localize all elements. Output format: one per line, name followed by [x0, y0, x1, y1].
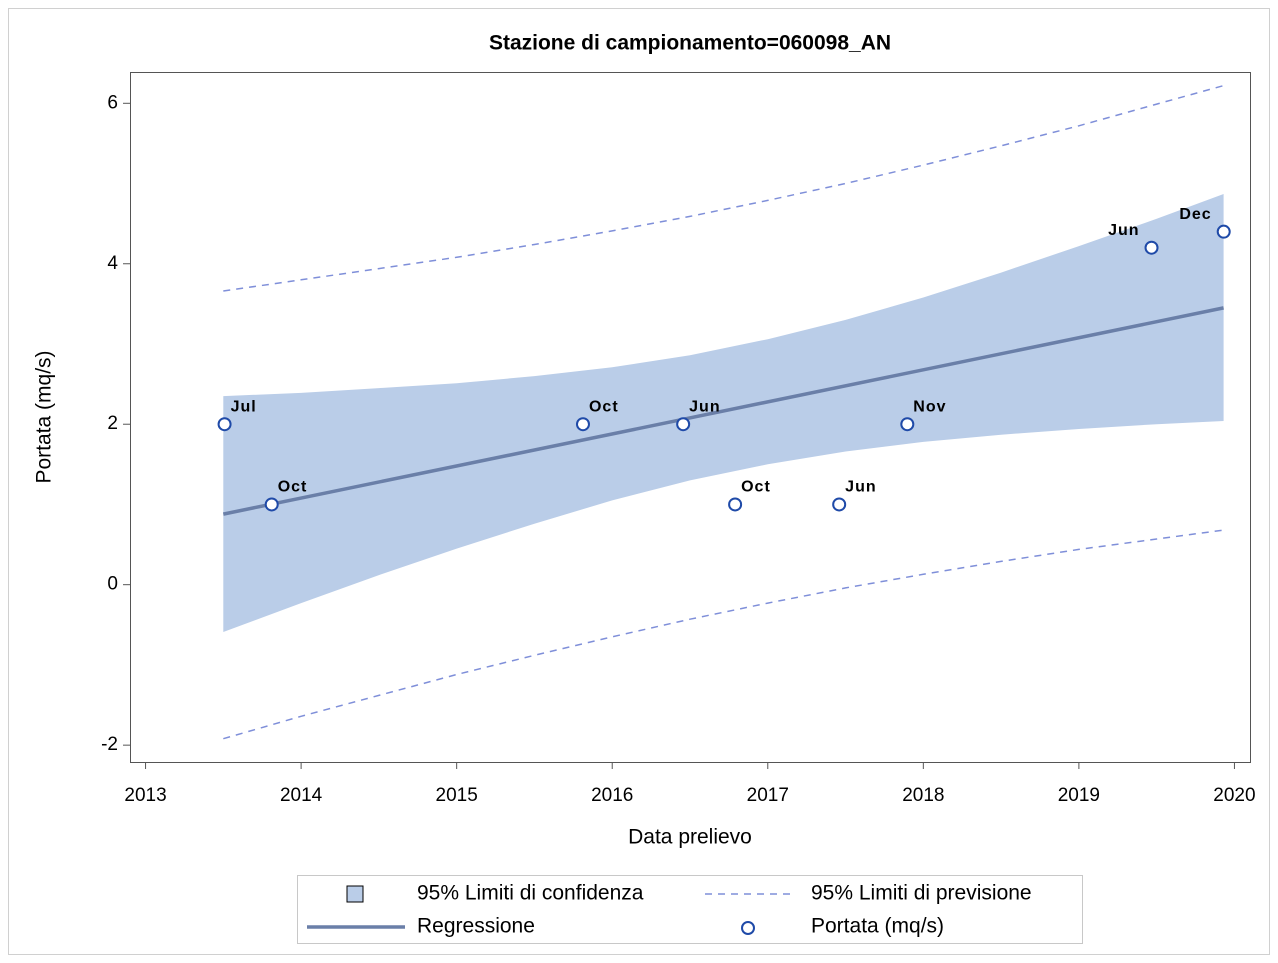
x-tick-label: 2019 [1058, 785, 1100, 806]
point-label: Jul [231, 398, 257, 415]
data-point [832, 497, 847, 512]
point-label: Oct [278, 479, 308, 496]
point-label: Nov [913, 398, 946, 415]
legend-swatch [741, 921, 755, 935]
x-tick-label: 2020 [1213, 785, 1255, 806]
data-point [575, 417, 590, 432]
prediction-limit [223, 84, 1224, 292]
data-point [1144, 240, 1159, 255]
legend-label: Regressione [417, 915, 535, 938]
x-axis-label: Data prelievo [628, 826, 752, 849]
y-tick-label: 4 [107, 253, 118, 274]
frame [8, 8, 1270, 955]
confidence-band [223, 194, 1224, 632]
x-tick-label: 2015 [436, 785, 478, 806]
y-tick-label: 6 [107, 92, 118, 113]
point-label: Dec [1179, 206, 1211, 223]
plot-area [130, 72, 1251, 763]
data-point [217, 417, 232, 432]
chart-title: Stazione di campionamento=060098_AN [489, 32, 891, 55]
y-tick-label: -2 [101, 734, 118, 755]
x-tick-label: 2016 [591, 785, 633, 806]
point-label: Jun [845, 479, 876, 496]
legend-label: Portata (mq/s) [811, 915, 944, 938]
y-axis-label: Portata (mq/s) [33, 350, 56, 483]
data-point [1216, 224, 1231, 239]
data-point [264, 497, 279, 512]
y-tick-label: 2 [107, 413, 118, 434]
legend-label: 95% Limiti di previsione [811, 882, 1032, 905]
x-tick-label: 2013 [124, 785, 166, 806]
x-tick-label: 2018 [902, 785, 944, 806]
x-tick-label: 2017 [747, 785, 789, 806]
y-tick-label: 0 [107, 574, 118, 595]
point-label: Jun [1108, 222, 1139, 239]
prediction-limit [223, 529, 1224, 740]
data-point [676, 417, 691, 432]
data-point [728, 497, 743, 512]
point-label: Oct [589, 398, 619, 415]
legend-box [297, 875, 1083, 944]
data-point [900, 417, 915, 432]
point-label: Jun [689, 398, 720, 415]
point-label: Oct [741, 479, 771, 496]
legend-label: 95% Limiti di confidenza [417, 882, 644, 905]
x-tick-label: 2014 [280, 785, 323, 806]
legend-swatch [346, 885, 364, 903]
regression-line [222, 306, 1224, 516]
